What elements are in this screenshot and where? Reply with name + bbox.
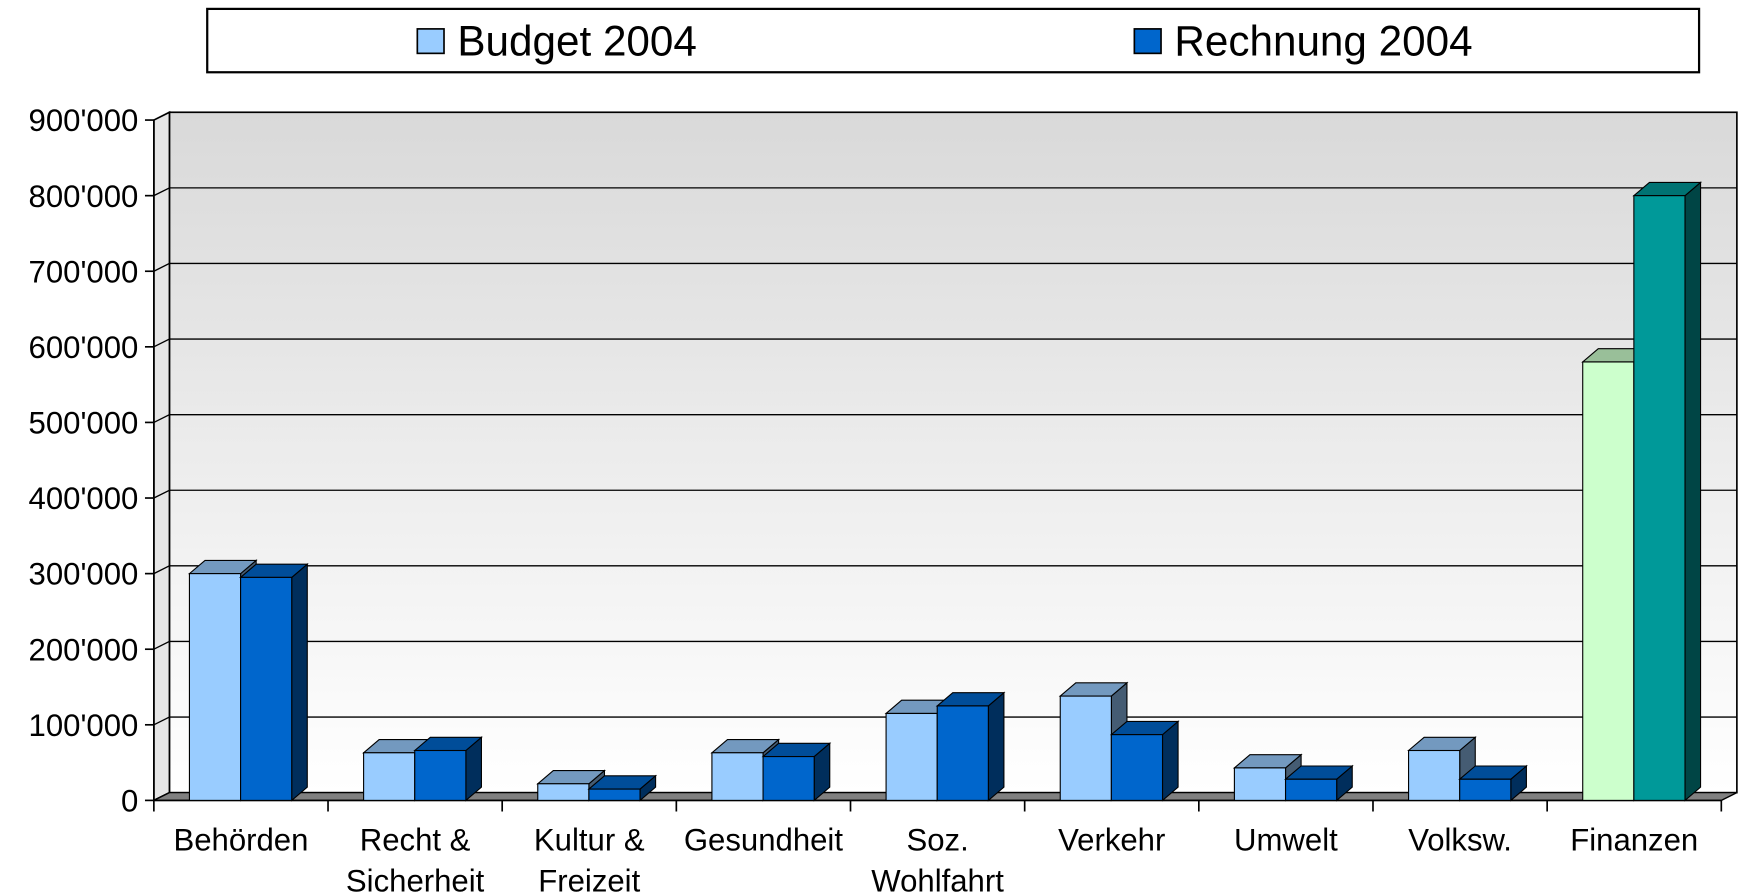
- bar-front: [188, 573, 242, 801]
- x-tick-label: Volksw.: [1408, 822, 1512, 857]
- x-tick-label: Soz. Wohlfahrt: [871, 822, 1004, 896]
- y-tick-label: 100'000: [29, 708, 139, 743]
- y-tick-label: 900'000: [29, 103, 139, 138]
- grid-line: [153, 565, 1737, 575]
- bar: [1407, 736, 1477, 802]
- bar: [1632, 181, 1703, 802]
- bar-front: [711, 752, 764, 801]
- legend-label: Rechnung 2004: [1174, 18, 1472, 65]
- grid-line: [153, 413, 1737, 424]
- side-wall: [153, 110, 171, 802]
- bar-side: [1684, 181, 1702, 802]
- y-tick-label: 500'000: [29, 406, 139, 441]
- plot-area: 0 100'000 200'000 300'000 400'000 500'000 600'…: [29, 103, 1738, 896]
- bar-front: [1459, 778, 1512, 801]
- bar-front: [936, 705, 989, 801]
- bar-front: [1408, 749, 1461, 801]
- bar: [1458, 764, 1528, 802]
- legend-swatch: [416, 28, 445, 55]
- bar-front: [240, 576, 293, 801]
- x-tick-label: Finanzen: [1570, 822, 1698, 857]
- bar: [239, 562, 309, 802]
- bar: [761, 742, 832, 802]
- bar-front: [414, 749, 467, 801]
- x-tick-label: Behörden: [173, 822, 308, 857]
- bar: [1284, 764, 1354, 802]
- back-wall: [168, 111, 1738, 794]
- legend-swatch: [1133, 28, 1162, 55]
- y-tick-label: 600'000: [29, 330, 139, 365]
- bar: [587, 774, 658, 802]
- y-tick-label: 800'000: [29, 179, 139, 214]
- grid-line: [153, 187, 1737, 197]
- y-tick-label: 0: [121, 784, 138, 819]
- bar-front: [762, 755, 815, 801]
- bar-front: [1233, 767, 1287, 801]
- y-tick-label: 400'000: [29, 481, 139, 516]
- bar: [935, 691, 1006, 802]
- bar-front: [363, 752, 416, 801]
- bar-front: [1582, 361, 1635, 801]
- y-tick-label: 700'000: [29, 254, 139, 289]
- bar-front: [1284, 778, 1338, 801]
- legend-box: [206, 7, 1701, 74]
- grid-line: [153, 489, 1737, 499]
- bar: [1109, 720, 1180, 802]
- bar-front: [1633, 195, 1686, 801]
- x-tick-label: Verkehr: [1058, 822, 1165, 857]
- grid-line: [153, 716, 1737, 726]
- bar: [413, 736, 483, 802]
- bar-front: [1059, 695, 1112, 801]
- x-tick-label: Umwelt: [1234, 822, 1338, 857]
- y-tick-label: 200'000: [29, 632, 139, 667]
- legend-label: Budget 2004: [457, 18, 697, 65]
- grid-line: [153, 111, 1737, 121]
- y-tick-label: 300'000: [29, 557, 139, 592]
- bar-front: [588, 788, 641, 801]
- grid-line: [153, 338, 1737, 348]
- x-tick-label: Recht & Sicherheit: [346, 822, 485, 896]
- bar-front: [537, 783, 590, 801]
- bar-side: [987, 691, 1005, 802]
- bar-front: [1110, 734, 1164, 801]
- bar-side: [291, 562, 308, 802]
- x-tick-label: Kultur & Freizeit: [534, 822, 645, 896]
- grid-line: [153, 640, 1737, 650]
- x-tick-label: Gesundheit: [684, 822, 843, 857]
- bar-front: [885, 712, 938, 801]
- grid-line: [153, 262, 1737, 272]
